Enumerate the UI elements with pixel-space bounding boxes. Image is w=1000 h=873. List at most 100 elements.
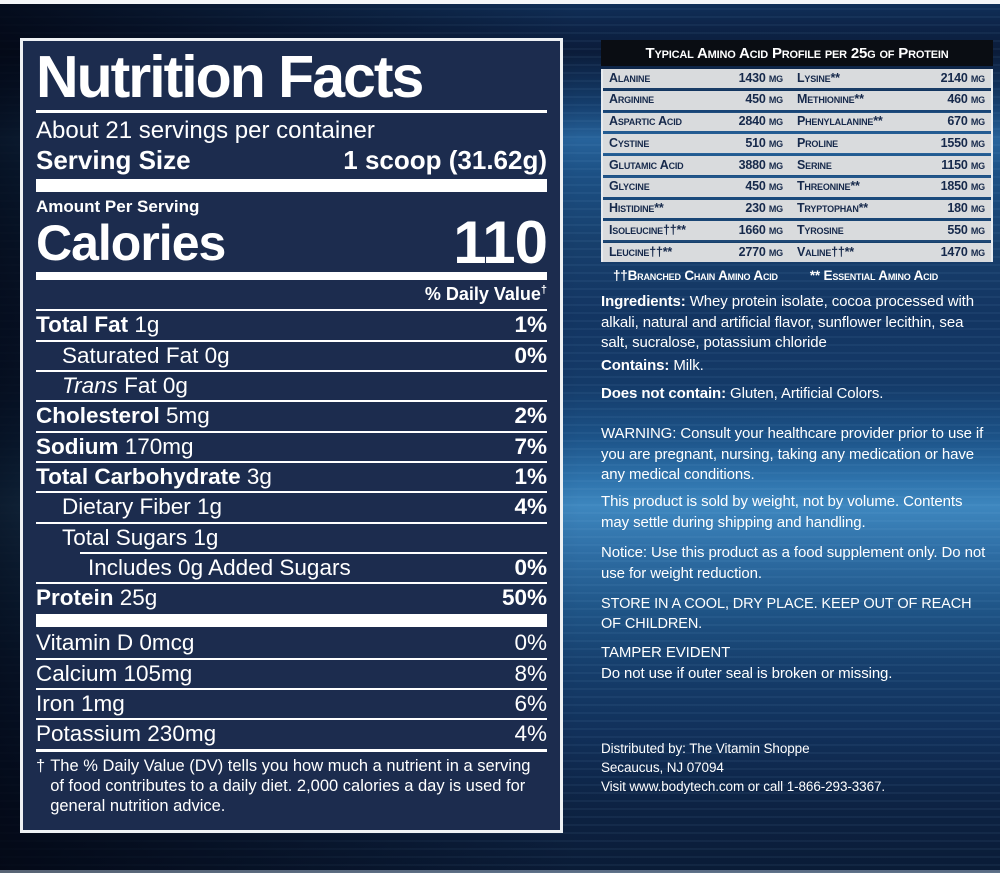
nutrient-row: Total Carbohydrate 3g 1%	[36, 460, 547, 491]
amino-value: 2140 mg	[940, 70, 986, 85]
amino-name: Lysine**	[797, 70, 840, 85]
amino-name: Alanine	[609, 70, 651, 85]
nutrient-name: Vitamin D 0mcg	[36, 630, 195, 656]
amino-gap	[783, 202, 797, 216]
amino-row: Cystine 510 mg Proline 1550 mg	[603, 134, 991, 153]
amino-name: Glycine	[609, 179, 650, 194]
serving-size-label: Serving Size	[36, 144, 191, 175]
amino-gap	[783, 93, 797, 107]
nutrient-row: Dietary Fiber 1g 4%	[36, 491, 547, 521]
amino-row: Leucine††** 2770 mg Valine††** 1470 mg	[603, 243, 991, 262]
amino-acid-table: Typical Amino Acid Profile per 25g of Pr…	[601, 40, 993, 283]
separator-bar-medium	[36, 272, 547, 281]
serving-size-row: Serving Size 1 scoop (31.62g)	[36, 144, 547, 176]
nutrient-name: Dietary Fiber 1g	[62, 494, 223, 520]
tamper-text: Do not use if outer seal is broken or mi…	[601, 664, 893, 682]
amino-row: Histidine** 230 mg Tryptophan** 180 mg	[603, 199, 991, 219]
distributor-section: Distributed by: The Vitamin Shoppe Secauc…	[601, 739, 994, 796]
bottom-edge-strip	[0, 870, 1000, 873]
nutrient-name: Cholesterol 5mg	[36, 403, 210, 429]
amino-value: 1850 mg	[940, 179, 986, 194]
amino-value: 1660 mg	[738, 222, 784, 237]
nutrient-dv: 2%	[514, 403, 547, 429]
footnote-dagger: †	[36, 756, 46, 775]
amino-table-legend: ††Branched Chain Amino Acid ** Essential…	[601, 268, 993, 283]
dagger-symbol: †	[540, 284, 547, 297]
amino-name: Isoleucine††**	[609, 222, 686, 237]
amino-gap	[783, 246, 797, 260]
calories-row: Calories 110	[36, 209, 548, 277]
does-not-contain-text: Gluten, Artificial Colors.	[725, 385, 884, 402]
nutrient-row: Sodium 170mg 7%	[36, 430, 547, 461]
amino-gap	[783, 224, 797, 238]
nutrient-dv: 1%	[514, 463, 547, 489]
amino-value: 1430 mg	[738, 70, 784, 85]
amino-gap	[783, 137, 797, 151]
amino-value: 1550 mg	[940, 135, 986, 150]
amino-name: Leucine††**	[609, 244, 673, 259]
amino-gap	[783, 72, 797, 86]
amino-name: Phenylalanine**	[797, 114, 883, 128]
amino-name: Proline	[797, 135, 838, 150]
amino-value: 510 mg	[745, 135, 783, 150]
amino-row: Glycine 450 mg Threonine** 1850 mg	[603, 177, 991, 197]
amino-gap	[783, 180, 797, 194]
amino-value: 670 mg	[947, 114, 985, 128]
amino-name: Cystine	[609, 135, 650, 150]
ingredients-label: Ingredients:	[601, 293, 686, 310]
amino-table-body: Alanine 1430 mg Lysine** 2140 mg Arginine 450…	[601, 69, 993, 262]
separator-bar-thick	[36, 614, 547, 628]
amino-name: Histidine**	[609, 201, 664, 215]
ingredients-text: Whey protein isolate, cocoa processed wi…	[601, 293, 974, 352]
footnote-text: The % Daily Value (DV) tells you how muc…	[50, 756, 531, 815]
amino-gap	[783, 115, 797, 129]
amino-value: 3880 mg	[738, 157, 784, 172]
nutrient-dv: 0%	[514, 342, 547, 368]
amino-name: Tryptophan**	[797, 201, 868, 215]
calories-value: 110	[453, 209, 548, 277]
amino-name: Glutamic Acid	[609, 157, 684, 172]
amino-value: 230 mg	[745, 201, 783, 215]
nutrient-name: Trans Fat 0g	[62, 373, 188, 399]
legend-bcaa: ††Branched Chain Amino Acid	[613, 267, 778, 283]
nutrient-row: Includes 0g Added Sugars 0%	[36, 551, 547, 582]
top-edge-strip	[0, 0, 1000, 4]
amino-row: Isoleucine††** 1660 mg Tyrosine 550 mg	[603, 221, 991, 240]
nutrient-name: Sodium 170mg	[36, 433, 194, 459]
footnote-daily-value: † The % Daily Value (DV) tells you how m…	[36, 748, 547, 816]
nutrient-dv: 7%	[514, 433, 547, 459]
nutrient-name: Total Carbohydrate 3g	[36, 463, 272, 489]
nutrient-name: Protein 25g	[36, 585, 158, 611]
nutrient-name: Calcium 105mg	[36, 660, 193, 686]
amino-value: 1470 mg	[940, 244, 986, 259]
nutrient-rows: Total Fat 1g 1% Saturated Fat 0g 0% Trans Fa…	[36, 309, 547, 612]
distributor-line: Distributed by: The Vitamin Shoppe	[601, 741, 810, 756]
daily-value-header: % Daily Value†	[424, 284, 547, 305]
amino-name: Serine	[797, 157, 832, 172]
amino-row: Arginine 450 mg Methionine** 460 mg	[603, 90, 991, 110]
nutrient-dv: 4%	[514, 721, 547, 747]
nutrient-row: Total Sugars 1g	[36, 521, 547, 552]
does-not-contain-label: Does not contain:	[601, 385, 726, 402]
amino-name: Tyrosine	[797, 222, 844, 237]
amino-gap	[783, 159, 797, 173]
nutrition-facts-title: Nutrition Facts	[36, 48, 547, 113]
nutrient-name: Potassium 230mg	[36, 721, 217, 747]
tamper-title: TAMPER EVIDENT	[601, 644, 731, 661]
amino-value: 450 mg	[745, 92, 783, 107]
serving-size-value: 1 scoop (31.62g)	[343, 144, 547, 175]
vitamin-rows: Vitamin D 0mcg 0% Calcium 105mg 8% Iron 1mg 6…	[36, 629, 547, 748]
calories-label: Calories	[36, 215, 226, 272]
sold-by-weight-section: This product is sold by weight, not by v…	[601, 493, 963, 531]
nutrient-dv: 0%	[514, 554, 547, 580]
nutrition-facts-panel: Nutrition Facts About 21 servings per co…	[20, 38, 563, 833]
nutrient-name: Total Sugars 1g	[62, 524, 219, 550]
amino-value: 550 mg	[947, 222, 985, 237]
nutrient-dv: 8%	[514, 660, 547, 686]
distributor-line: Visit www.bodytech.com or call 1-866-293…	[601, 779, 886, 795]
tamper-section: TAMPER EVIDENT Do not use if outer seal …	[601, 643, 994, 684]
warning-section: WARNING: Consult your healthcare provide…	[601, 425, 984, 484]
amino-row: Aspartic Acid 2840 mg Phenylalanine** 670 m…	[603, 112, 991, 132]
amino-value: 460 mg	[947, 92, 985, 107]
amino-row: Glutamic Acid 3880 mg Serine 1150 mg	[603, 156, 991, 175]
